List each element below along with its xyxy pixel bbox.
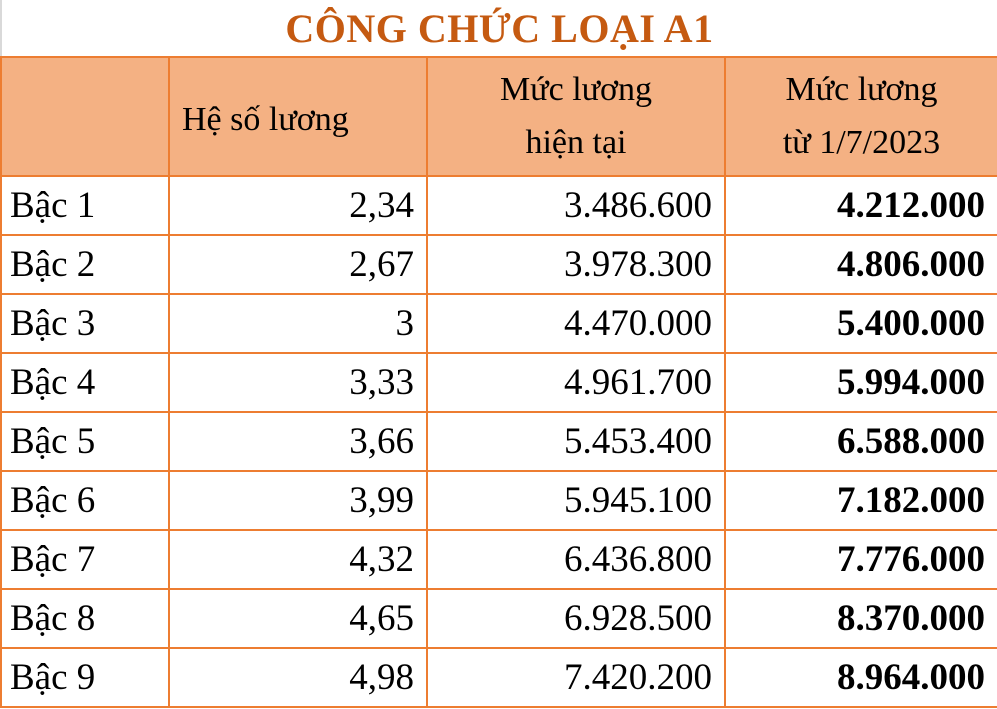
salary-table: Hệ số lương Mức lương hiện tại Mức lương…: [0, 56, 997, 708]
cell-new-salary: 4.806.000: [724, 234, 997, 295]
cell-current-salary: 3.486.600: [426, 175, 726, 236]
table-row: Bậc 1 2,34 3.486.600 4.212.000: [0, 175, 997, 236]
row-label: Bậc 9: [0, 647, 170, 708]
cell-he-so-luong: 3: [168, 293, 428, 354]
cell-current-salary: 4.470.000: [426, 293, 726, 354]
row-label: Bậc 6: [0, 470, 170, 531]
header-line-1: Mức lương: [499, 70, 653, 108]
table-row: Bậc 6 3,99 5.945.100 7.182.000: [0, 470, 997, 531]
header-he-so-luong: Hệ số lương: [168, 56, 428, 177]
cell-he-so-luong: 3,33: [168, 352, 428, 413]
table-row: Bậc 2 2,67 3.978.300 4.806.000: [0, 234, 997, 295]
table-row: Bậc 7 4,32 6.436.800 7.776.000: [0, 529, 997, 590]
cell-he-so-luong: 4,65: [168, 588, 428, 649]
cell-new-salary: 5.400.000: [724, 293, 997, 354]
cell-he-so-luong: 3,99: [168, 470, 428, 531]
cell-current-salary: 3.978.300: [426, 234, 726, 295]
cell-new-salary: 7.776.000: [724, 529, 997, 590]
header-muc-luong-hien-tai: Mức lương hiện tại: [426, 56, 726, 177]
header-empty-cell: [0, 56, 170, 177]
row-label: Bậc 4: [0, 352, 170, 413]
row-label: Bậc 7: [0, 529, 170, 590]
cell-he-so-luong: 4,98: [168, 647, 428, 708]
cell-current-salary: 6.436.800: [426, 529, 726, 590]
header-line-1: Mức lương: [785, 70, 938, 108]
cell-current-salary: 5.945.100: [426, 470, 726, 531]
header-line-2: hiện tại: [525, 123, 627, 161]
cell-new-salary: 8.964.000: [724, 647, 997, 708]
cell-new-salary: 6.588.000: [724, 411, 997, 472]
cell-new-salary: 8.370.000: [724, 588, 997, 649]
row-label: Bậc 2: [0, 234, 170, 295]
cell-new-salary: 7.182.000: [724, 470, 997, 531]
cell-he-so-luong: 3,66: [168, 411, 428, 472]
cell-new-salary: 5.994.000: [724, 352, 997, 413]
table-row: Bậc 4 3,33 4.961.700 5.994.000: [0, 352, 997, 413]
row-label: Bậc 3: [0, 293, 170, 354]
row-label: Bậc 5: [0, 411, 170, 472]
header-row: Hệ số lương Mức lương hiện tại Mức lương…: [0, 56, 997, 177]
page-title: CÔNG CHỨC LOẠI A1: [0, 0, 997, 56]
table-row: Bậc 5 3,66 5.453.400 6.588.000: [0, 411, 997, 472]
header-muc-luong-tu-1-7-2023: Mức lương từ 1/7/2023: [724, 56, 997, 177]
table-row: Bậc 8 4,65 6.928.500 8.370.000: [0, 588, 997, 649]
cell-he-so-luong: 4,32: [168, 529, 428, 590]
table-row: Bậc 9 4,98 7.420.200 8.964.000: [0, 647, 997, 708]
cell-he-so-luong: 2,67: [168, 234, 428, 295]
cell-current-salary: 6.928.500: [426, 588, 726, 649]
header-line-2: từ 1/7/2023: [782, 123, 941, 161]
cell-current-salary: 4.961.700: [426, 352, 726, 413]
cell-current-salary: 7.420.200: [426, 647, 726, 708]
row-label: Bậc 1: [0, 175, 170, 236]
cell-current-salary: 5.453.400: [426, 411, 726, 472]
table-row: Bậc 3 3 4.470.000 5.400.000: [0, 293, 997, 354]
cell-new-salary: 4.212.000: [724, 175, 997, 236]
row-label: Bậc 8: [0, 588, 170, 649]
cell-he-so-luong: 2,34: [168, 175, 428, 236]
